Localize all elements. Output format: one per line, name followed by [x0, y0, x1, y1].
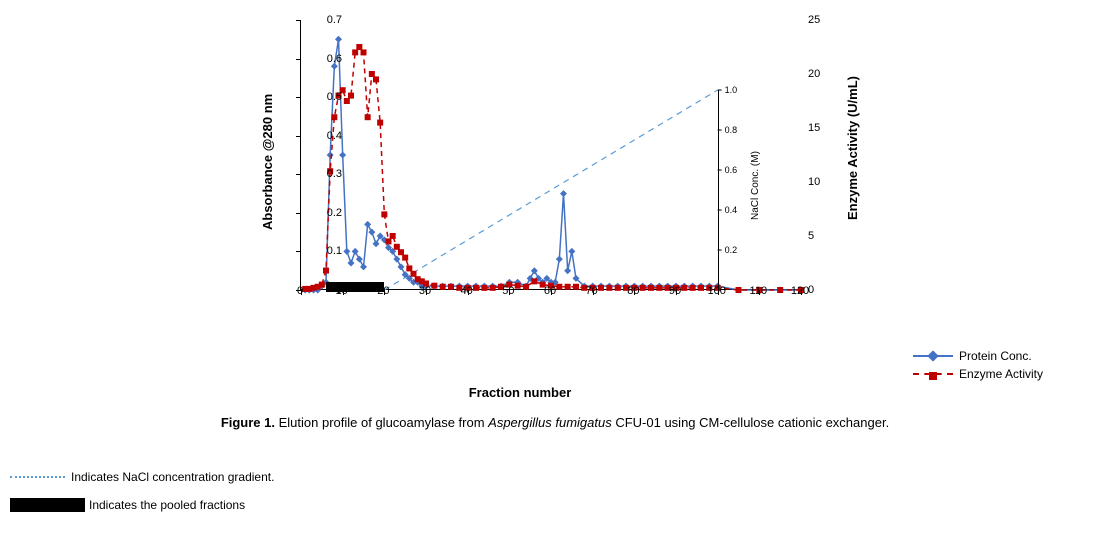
y3-tick: 0.6: [725, 165, 738, 175]
x-tick: 50: [502, 285, 514, 297]
legend-item: Protein Conc.: [913, 349, 1043, 363]
y3-tick: 0.8: [725, 125, 738, 135]
footnote-nacl: Indicates NaCl concentration gradient.: [10, 470, 274, 484]
x-tick: 110: [750, 285, 768, 297]
legend-label: Enzyme Activity: [959, 367, 1043, 381]
x-tick: 60: [544, 285, 556, 297]
x-tick: 20: [377, 285, 389, 297]
caption-before: Elution profile of glucoamylase from: [275, 415, 488, 430]
footnote-nacl-text: Indicates NaCl concentration gradient.: [71, 470, 274, 484]
y1-tick: 0.4: [327, 130, 342, 142]
footnote-pooled-text: Indicates the pooled fractions: [89, 498, 245, 512]
y2-tick: 20: [808, 68, 820, 80]
x-tick: 40: [461, 285, 473, 297]
y2-tick: 15: [808, 122, 820, 134]
caption-italic: Aspergillus fumigatus: [488, 415, 612, 430]
y1-tick: 0.3: [327, 168, 342, 180]
y2-tick: 25: [808, 14, 820, 26]
nacl-inner-axis: [718, 90, 719, 290]
y1-tick: 0.1: [327, 245, 342, 257]
x-tick: 30: [419, 285, 431, 297]
y1-tick: 0.7: [327, 14, 342, 26]
x-tick: 0: [297, 285, 303, 297]
x-tick: 90: [669, 285, 681, 297]
y1-tick: 0.2: [327, 207, 342, 219]
caption-prefix: Figure 1.: [221, 415, 275, 430]
x-tick: 120: [791, 285, 809, 297]
x-tick: 70: [586, 285, 598, 297]
x-tick: 10: [336, 285, 348, 297]
y3-tick: 0.2: [725, 245, 738, 255]
dotted-line-sample: [10, 476, 65, 478]
legend: Protein Conc. Enzyme Activity: [913, 345, 1043, 385]
caption-after: CFU-01 using CM-cellulose cationic excha…: [612, 415, 889, 430]
x-tick: 80: [627, 285, 639, 297]
x-tick: 100: [707, 285, 725, 297]
chart-container: NaCl Conc. (M) 0.2 0.4 0.6 0.8 1.0 Absorbanc…: [250, 10, 850, 330]
plot-area: NaCl Conc. (M) 0.2 0.4 0.6 0.8 1.0: [300, 20, 800, 290]
x-axis-label: Fraction number: [469, 385, 572, 400]
y3-tick: 0.4: [725, 205, 738, 215]
y2-axis-label: Enzyme Activity (U/mL): [845, 76, 860, 220]
footnote-pooled: Indicates the pooled fractions: [10, 498, 245, 512]
y1-axis-label: Absorbance @280 nm: [260, 94, 275, 230]
y3-tick: 1.0: [725, 85, 738, 95]
y1-tick: 0.5: [327, 91, 342, 103]
legend-label: Protein Conc.: [959, 349, 1032, 363]
y1-tick: 0.6: [327, 53, 342, 65]
y3-axis-label: NaCl Conc. (M): [750, 151, 761, 220]
y2-tick: 10: [808, 176, 820, 188]
figure-caption: Figure 1. Elution profile of glucoamylas…: [80, 415, 1030, 430]
y2-tick: 5: [808, 230, 814, 242]
legend-item: Enzyme Activity: [913, 367, 1043, 381]
black-bar-sample: [10, 498, 85, 512]
